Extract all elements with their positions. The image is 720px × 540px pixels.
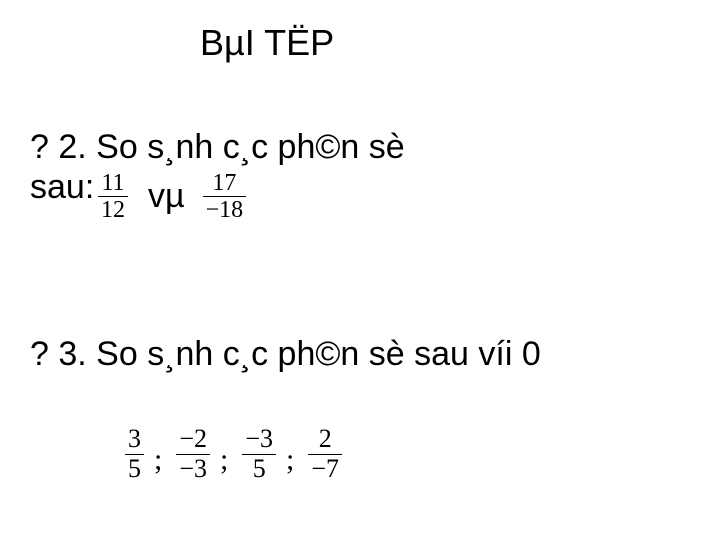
separator: ;	[154, 443, 162, 483]
fraction-neg2-neg3: −2 −3	[176, 425, 210, 483]
numerator: 11	[98, 170, 127, 196]
denominator: −3	[176, 455, 210, 484]
page-title: BµI TËP	[200, 22, 334, 64]
numerator: 17	[209, 170, 239, 196]
denominator: 5	[125, 455, 144, 484]
numerator: 2	[316, 425, 335, 454]
connector-text: vµ	[148, 177, 185, 216]
question-3-math: 3 5 ; −2 −3 ; −3 5 ; 2 −7	[125, 425, 342, 483]
denominator: 12	[98, 197, 128, 223]
numerator: −3	[242, 425, 276, 454]
denominator: 5	[250, 455, 269, 484]
fraction-17-neg18: 17 −18	[203, 170, 247, 224]
question-3-text: ? 3. So s¸nh c¸c ph©n sè sau víi 0	[30, 335, 670, 374]
question-2-text-line1: ? 2. So s¸nh c¸c ph©n sè	[30, 128, 405, 167]
question-2-text-line2: sau:	[30, 168, 94, 207]
fraction-11-12: 11 12	[98, 170, 128, 224]
fraction-2-neg7: 2 −7	[308, 425, 342, 483]
separator: ;	[220, 443, 228, 483]
question-2-math: 11 12 vµ 17 −18	[98, 170, 246, 224]
numerator: −2	[176, 425, 210, 454]
fraction-3-5: 3 5	[125, 425, 144, 483]
denominator: −7	[308, 455, 342, 484]
fraction-neg3-5: −3 5	[242, 425, 276, 483]
separator: ;	[286, 443, 294, 483]
numerator: 3	[125, 425, 144, 454]
denominator: −18	[203, 197, 247, 223]
